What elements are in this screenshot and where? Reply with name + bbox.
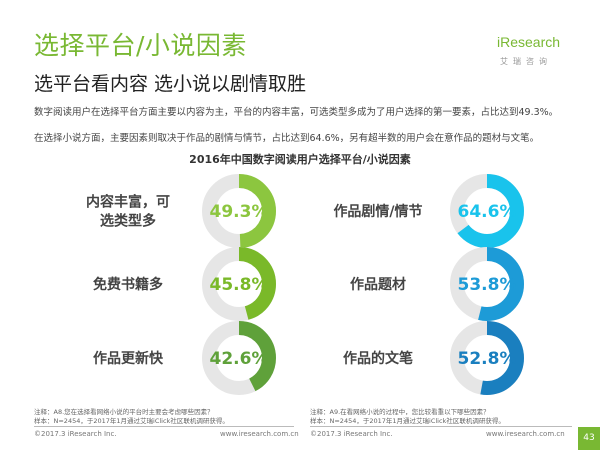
donut-category-label: 选类型多 (100, 213, 156, 230)
footnote-right-note: 注释：A9.在看网络小说的过程中，您比较看重以下哪些因素？ (310, 408, 490, 416)
donut-0-2: 42.6% 作品更新快 (93, 321, 276, 395)
footnote-right-sample: 样本：N=2454，于2017年1月通过艾瑞iClick社区联机调研获得。 (310, 417, 505, 425)
donut-value-label: 64.6% (458, 202, 517, 222)
page-number: 43 (578, 427, 600, 450)
donut-value-label: 49.3% (210, 202, 269, 222)
footnote-left-note: 注释：A8.您在选择看网络小说的平台时主要会考虑哪些因素？ (34, 408, 214, 416)
donut-value-label: 53.8% (458, 275, 517, 295)
page-subtitle: 选平台看内容 选小说以剧情取胜 (34, 73, 307, 95)
description-line-2: 在选择小说方面，主要因素则取决于作品的剧情与情节，占比达到64.6%，另有超半数… (34, 133, 540, 144)
donut-category-label: 作品的文笔 (343, 350, 413, 367)
donut-1-2: 52.8% 作品的文笔 (343, 321, 524, 395)
footnote-right: 注释：A9.在看网络小说的过程中，您比较看重以下哪些因素？ 样本：N=2454，… (310, 408, 505, 426)
donut-0-1: 45.8% 免费书籍多 (93, 247, 276, 321)
footer-divider-right (310, 426, 572, 427)
footer-url-right[interactable]: www.iresearch.com.cn (486, 430, 565, 438)
donut-category-label: 作品更新快 (93, 350, 164, 367)
donut-arc (202, 174, 276, 248)
footnote-left-sample: 样本：N=2454，于2017年1月通过艾瑞iClick社区联机调研获得。 (34, 417, 229, 425)
logo-subtitle: 艾瑞咨询 (500, 57, 552, 66)
donut-1-0: 64.6% 作品剧情/情节 (333, 174, 524, 248)
donut-category-label: 免费书籍多 (93, 276, 163, 293)
donut-0-0: 49.3% 内容丰富，可选类型多 (86, 174, 276, 248)
donut-arc (450, 247, 524, 321)
iresearch-logo: iResearch 艾瑞咨询 (494, 34, 574, 70)
donut-category-label: 内容丰富，可 (86, 194, 170, 211)
description-line-1: 数字阅读用户在选择平台方面主要以内容为主，平台的内容丰富，可选类型多成为了用户选… (34, 107, 559, 118)
donut-1-1: 53.8% 作品题材 (350, 247, 524, 321)
donut-arc (202, 321, 276, 395)
footnote-left: 注释：A8.您在选择看网络小说的平台时主要会考虑哪些因素？ 样本：N=2454，… (34, 408, 229, 426)
donut-value-label: 52.8% (458, 349, 517, 369)
page-title: 选择平台/小说因素 (34, 31, 247, 60)
donut-arc (202, 247, 276, 321)
footer-url-left[interactable]: www.iresearch.com.cn (220, 430, 299, 438)
donut-arc (450, 174, 524, 248)
footer-divider-left (34, 426, 294, 427)
chart-title: 2016年中国数字阅读用户选择平台/小说因素 (189, 153, 411, 166)
donut-arc (450, 321, 524, 395)
donut-category-label: 作品剧情/情节 (333, 203, 422, 220)
donut-category-label: 作品题材 (350, 276, 406, 293)
footer-copyright-left: ©2017.3 iResearch Inc. (34, 430, 117, 438)
footer-copyright-right: ©2017.3 iResearch Inc. (310, 430, 393, 438)
logo-brand: iResearch (497, 34, 561, 50)
donut-value-label: 42.6% (210, 349, 269, 369)
donut-value-label: 45.8% (210, 275, 269, 295)
